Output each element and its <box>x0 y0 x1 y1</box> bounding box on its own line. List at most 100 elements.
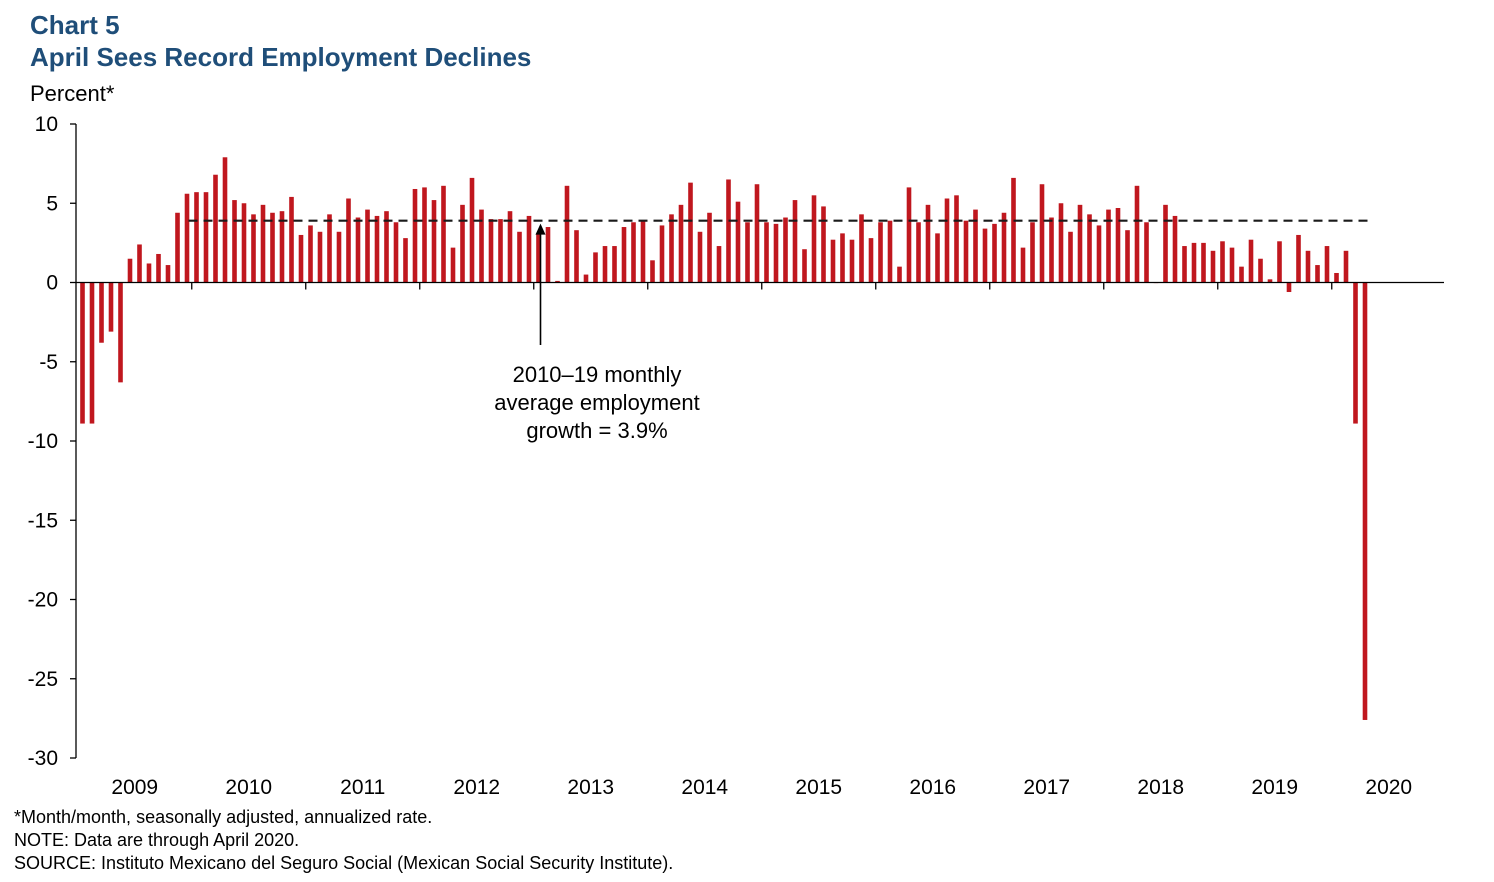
bar <box>1248 239 1254 283</box>
bar <box>640 220 646 283</box>
bar <box>1125 230 1130 283</box>
bar <box>99 282 104 343</box>
bar <box>612 246 617 283</box>
bar <box>992 223 997 283</box>
bar <box>555 280 560 283</box>
bar <box>840 233 845 283</box>
bar <box>1039 184 1045 283</box>
bar <box>450 247 456 283</box>
y-tick-label: -5 <box>39 351 58 374</box>
bar <box>279 211 285 283</box>
bar <box>650 260 655 283</box>
bar <box>878 222 883 283</box>
bar <box>859 214 864 283</box>
bar <box>868 238 874 283</box>
bar <box>659 225 665 283</box>
x-tick-label: 2011 <box>340 776 385 799</box>
annotation-text-line: 2010–19 monthly <box>513 362 682 387</box>
bar <box>1191 242 1197 283</box>
bar <box>203 192 209 283</box>
bar <box>792 200 798 283</box>
annotation-group: 2010–19 monthly average employment growth … <box>494 223 700 443</box>
bar <box>260 204 266 283</box>
y-tick-label: -10 <box>28 430 58 453</box>
bar <box>241 203 247 283</box>
bar <box>517 231 522 283</box>
bar <box>1315 265 1320 283</box>
bar <box>1296 234 1301 283</box>
bar <box>726 179 731 283</box>
bar <box>1362 282 1368 720</box>
bar <box>963 220 969 283</box>
bar <box>745 222 750 283</box>
bar <box>1324 246 1330 283</box>
bar <box>631 222 636 283</box>
bar <box>887 220 893 283</box>
bar <box>137 244 142 283</box>
bar <box>707 212 712 283</box>
bar <box>1115 208 1121 283</box>
x-tick-label: 2017 <box>1023 776 1070 799</box>
bar <box>507 211 513 283</box>
x-tick-label: 2018 <box>1137 776 1184 799</box>
annotation-text-line: growth = 3.9% <box>526 418 667 443</box>
bar <box>1353 282 1358 424</box>
x-tick-label: 2009 <box>111 776 158 799</box>
bar <box>1163 204 1168 283</box>
bar <box>355 217 361 283</box>
bar <box>716 246 722 283</box>
bar <box>1068 231 1073 283</box>
x-tick-label: 2013 <box>567 776 614 799</box>
bar <box>1144 222 1149 283</box>
bar <box>498 219 503 283</box>
bar <box>175 212 180 283</box>
bar <box>270 212 275 283</box>
bar <box>488 219 494 283</box>
bar <box>697 231 703 283</box>
bar <box>583 274 589 283</box>
bar <box>602 246 608 283</box>
bar <box>460 204 465 283</box>
bar <box>365 209 370 283</box>
bar <box>1020 247 1026 283</box>
bar <box>441 185 446 283</box>
y-tick-label: -15 <box>28 509 58 532</box>
bar <box>925 204 931 283</box>
y-tick-label: -25 <box>28 668 58 691</box>
axes-group: 10 5 0 -5 -10 -15 -20 -25 -30 2009 2010 2011 2012 201… <box>28 113 1444 799</box>
bar <box>1220 241 1225 283</box>
x-tick-label: 2019 <box>1251 776 1298 799</box>
bar <box>821 206 826 283</box>
bar <box>403 238 408 283</box>
bar <box>393 222 399 283</box>
bar <box>412 188 418 283</box>
bar <box>422 187 427 283</box>
bar <box>251 214 256 283</box>
bar <box>1343 250 1349 283</box>
bar <box>897 266 902 283</box>
bar <box>1106 209 1111 283</box>
bar <box>545 227 551 283</box>
bar <box>916 222 921 283</box>
bar <box>108 282 114 332</box>
x-tick-label: 2016 <box>909 776 956 799</box>
footnote-rate: *Month/month, seasonally adjusted, annua… <box>14 807 433 827</box>
bar <box>346 198 351 283</box>
bar <box>973 209 978 283</box>
bar <box>678 204 684 283</box>
bar <box>754 184 760 283</box>
footnotes: *Month/month, seasonally adjusted, annua… <box>14 806 673 875</box>
bar <box>213 174 218 283</box>
bar <box>374 215 380 283</box>
bar <box>621 227 627 283</box>
bar <box>479 209 484 283</box>
bar <box>526 215 532 283</box>
bar <box>935 233 940 283</box>
chart-title: April Sees Record Employment Declines <box>30 42 532 72</box>
bar <box>184 193 190 283</box>
y-tick-label: -30 <box>28 747 58 770</box>
bar <box>1172 215 1178 283</box>
bar <box>830 239 836 283</box>
bar <box>1096 225 1102 283</box>
bars-group <box>80 157 1368 720</box>
